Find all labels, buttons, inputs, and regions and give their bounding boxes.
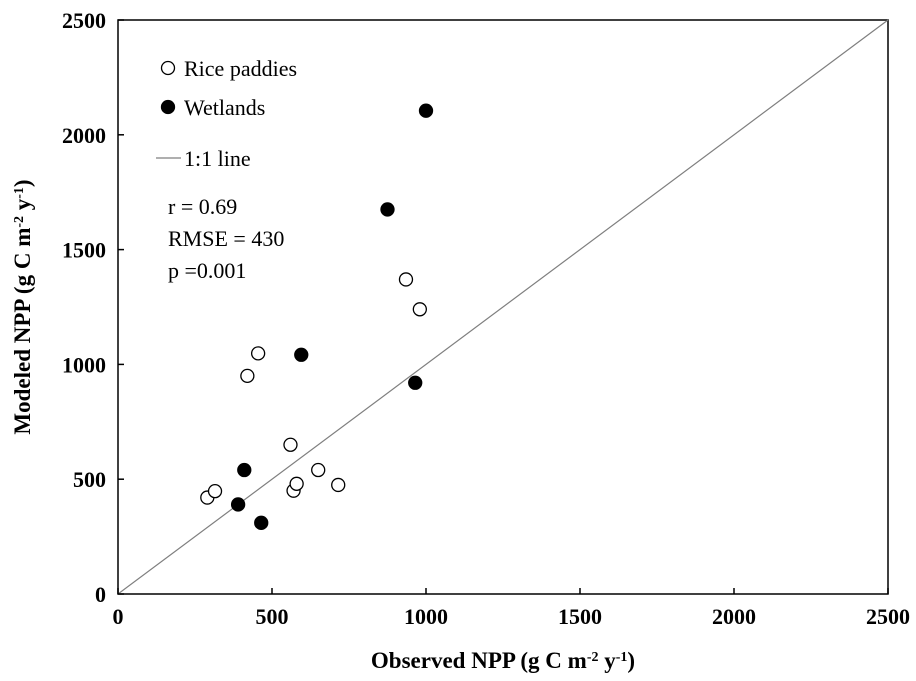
legend-marker-rice-paddies — [160, 60, 176, 76]
rice-paddies-point — [240, 368, 255, 384]
rice-paddies-point — [250, 346, 266, 361]
wetlands-point — [418, 103, 434, 118]
rice-paddies-point — [311, 462, 326, 478]
data-points — [200, 103, 434, 530]
legend: Rice paddies Wetlands 1:1 line — [156, 56, 297, 171]
legend-marker-wetlands — [160, 99, 176, 115]
statistics-annotation: r = 0.69 RMSE = 430 p =0.001 — [168, 194, 284, 283]
wetlands-point — [380, 202, 395, 217]
y-tick-label: 1500 — [62, 238, 106, 263]
rice-paddies-point — [331, 477, 346, 493]
y-tick-label: 0 — [95, 582, 106, 607]
rice-paddies-point — [207, 483, 223, 499]
stat-line: p =0.001 — [168, 258, 246, 283]
y-axis-title: Modeled NPP (g C m-2 y-1) — [10, 179, 35, 434]
x-axis-title: Observed NPP (g C m-2 y-1) — [371, 648, 635, 673]
plot-area-frame — [117, 19, 889, 595]
one-to-one-line — [117, 19, 889, 595]
y-tick-label: 1000 — [62, 352, 106, 377]
x-tick-label: 0 — [113, 604, 124, 629]
stat-line: RMSE = 430 — [168, 226, 284, 251]
wetlands-point — [294, 347, 309, 362]
legend-label-wetlands: Wetlands — [184, 95, 265, 120]
x-tick-label: 1500 — [558, 604, 602, 629]
reference-line-group — [117, 19, 889, 595]
axis-ticks: 0 500 1000 1500 2000 2500 0 500 1000 1500 2000 2500 — [62, 8, 910, 629]
wetlands-point — [237, 462, 252, 478]
stat-line: r = 0.69 — [168, 194, 237, 219]
x-tick-label: 1000 — [404, 604, 448, 629]
wetlands-point — [254, 515, 269, 530]
y-tick-label: 500 — [73, 467, 106, 492]
y-tick-label: 2000 — [62, 123, 106, 148]
rice-paddies-point — [283, 437, 298, 452]
x-tick-label: 2000 — [712, 604, 756, 629]
wetlands-point — [230, 497, 246, 512]
wetlands-point — [408, 375, 423, 390]
rice-paddies-point — [289, 476, 304, 491]
rice-paddies-point — [412, 302, 427, 317]
rice-paddies-point — [398, 272, 414, 287]
legend-label-rice-paddies: Rice paddies — [184, 56, 297, 81]
legend-label-1-1-line: 1:1 line — [184, 146, 251, 171]
x-tick-label: 500 — [256, 604, 289, 629]
x-tick-label: 2500 — [866, 604, 910, 629]
y-tick-label: 2500 — [62, 8, 106, 33]
